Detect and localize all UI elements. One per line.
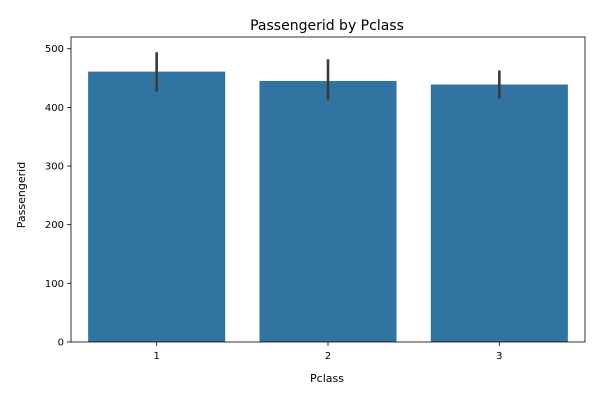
- y-tick-label-200: 200: [45, 220, 64, 231]
- y-tick-label-0: 0: [58, 338, 64, 349]
- y-axis: 0 100 200 300 400 500: [45, 44, 71, 349]
- bar-1: [88, 71, 226, 342]
- x-axis: 1 2 3: [153, 342, 503, 362]
- chart-title: Passengerid by Pclass: [250, 18, 404, 34]
- y-axis-label: Passengerid: [15, 162, 28, 228]
- bar-2: [259, 80, 397, 342]
- x-tick-label-1: 1: [153, 351, 159, 362]
- error-bars-group: [155, 52, 501, 101]
- x-axis-label: Pclass: [310, 372, 344, 385]
- y-tick-label-300: 300: [45, 162, 64, 173]
- x-tick-label-3: 3: [496, 351, 502, 362]
- y-tick-label-400: 400: [45, 103, 64, 114]
- bar-3: [430, 84, 568, 342]
- plot-frame: [70, 36, 586, 343]
- x-tick-label-2: 2: [325, 351, 331, 362]
- y-tick-label-100: 100: [45, 279, 64, 290]
- bars-group: [88, 71, 568, 342]
- y-tick-label-500: 500: [45, 44, 64, 55]
